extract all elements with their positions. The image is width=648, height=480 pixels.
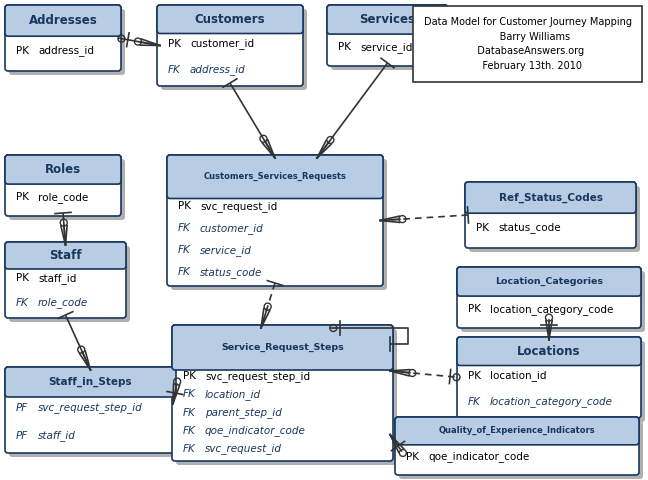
Text: PK: PK [16, 46, 29, 56]
FancyBboxPatch shape [457, 267, 641, 296]
Text: svc_request_id: svc_request_id [200, 201, 277, 212]
FancyBboxPatch shape [395, 417, 639, 445]
FancyBboxPatch shape [157, 5, 303, 34]
FancyBboxPatch shape [327, 5, 448, 34]
Text: Location_Categories: Location_Categories [495, 277, 603, 286]
Text: PK: PK [406, 452, 419, 462]
Text: qoe_indicator_code: qoe_indicator_code [428, 452, 529, 462]
Text: service_id: service_id [200, 245, 252, 256]
Text: Quality_of_Experience_Indicators: Quality_of_Experience_Indicators [439, 426, 596, 435]
Text: svc_request_step_id: svc_request_step_id [38, 403, 143, 413]
FancyBboxPatch shape [167, 155, 383, 286]
Text: FK: FK [183, 389, 196, 399]
FancyBboxPatch shape [465, 182, 636, 248]
FancyBboxPatch shape [9, 246, 130, 322]
FancyBboxPatch shape [176, 329, 397, 465]
FancyBboxPatch shape [171, 159, 387, 290]
FancyBboxPatch shape [399, 421, 643, 479]
Text: PK: PK [338, 42, 351, 52]
Text: parent_step_id: parent_step_id [205, 407, 282, 418]
Text: service_id: service_id [360, 42, 412, 52]
Text: FK: FK [16, 298, 29, 308]
FancyBboxPatch shape [5, 242, 126, 318]
FancyBboxPatch shape [9, 9, 125, 75]
FancyBboxPatch shape [395, 417, 639, 475]
Text: qoe_indicator_code: qoe_indicator_code [205, 425, 306, 436]
FancyBboxPatch shape [465, 182, 636, 213]
Text: role_code: role_code [38, 192, 88, 203]
FancyBboxPatch shape [172, 325, 393, 461]
Text: FK: FK [183, 426, 196, 436]
FancyBboxPatch shape [9, 159, 125, 220]
Text: FK: FK [168, 65, 181, 75]
FancyBboxPatch shape [5, 242, 126, 269]
Text: location_category_code: location_category_code [490, 303, 614, 314]
FancyBboxPatch shape [413, 6, 642, 82]
Text: staff_id: staff_id [38, 431, 76, 442]
Text: Staff_in_Steps: Staff_in_Steps [49, 377, 132, 387]
Text: Roles: Roles [45, 163, 81, 176]
FancyBboxPatch shape [9, 371, 180, 457]
Text: FK: FK [178, 223, 191, 233]
Text: Locations: Locations [517, 345, 581, 358]
Text: address_id: address_id [190, 64, 246, 75]
Text: Customers_Services_Requests: Customers_Services_Requests [203, 172, 347, 181]
Text: role_code: role_code [38, 297, 88, 308]
Text: customer_id: customer_id [200, 223, 264, 234]
FancyBboxPatch shape [5, 367, 176, 397]
FancyBboxPatch shape [327, 5, 448, 66]
FancyBboxPatch shape [457, 267, 641, 328]
Text: Customers: Customers [194, 13, 265, 26]
Text: FK: FK [183, 444, 196, 454]
Text: svc_request_step_id: svc_request_step_id [205, 371, 310, 382]
Text: PK: PK [468, 304, 481, 314]
Text: status_code: status_code [498, 222, 561, 233]
FancyBboxPatch shape [457, 337, 641, 418]
FancyBboxPatch shape [5, 5, 121, 36]
Text: status_code: status_code [200, 266, 262, 277]
Text: Service_Request_Steps: Service_Request_Steps [221, 343, 344, 352]
FancyBboxPatch shape [5, 155, 121, 184]
Text: Ref_Status_Codes: Ref_Status_Codes [498, 192, 603, 203]
FancyBboxPatch shape [5, 5, 121, 71]
Text: PF: PF [16, 431, 29, 441]
FancyBboxPatch shape [161, 9, 307, 90]
Text: staff_id: staff_id [38, 273, 76, 284]
Text: Data Model for Customer Journey Mapping
     Barry Williams
  DatabaseAnswers.or: Data Model for Customer Journey Mapping … [424, 17, 632, 71]
Text: PK: PK [468, 371, 481, 381]
Text: address_id: address_id [38, 45, 94, 56]
FancyBboxPatch shape [5, 367, 176, 453]
FancyBboxPatch shape [457, 337, 641, 365]
Text: PK: PK [16, 192, 29, 202]
Text: PK: PK [178, 202, 191, 211]
Text: FK: FK [178, 267, 191, 277]
Text: location_id: location_id [490, 370, 546, 381]
Text: FK: FK [178, 245, 191, 255]
FancyBboxPatch shape [461, 341, 645, 422]
Text: Addresses: Addresses [29, 14, 97, 27]
Text: FK: FK [183, 408, 196, 418]
Text: PF: PF [16, 403, 29, 413]
FancyBboxPatch shape [461, 271, 645, 332]
FancyBboxPatch shape [172, 325, 393, 370]
FancyBboxPatch shape [469, 186, 640, 252]
FancyBboxPatch shape [157, 5, 303, 86]
Text: svc_request_id: svc_request_id [205, 444, 282, 455]
Text: PK: PK [183, 371, 196, 381]
FancyBboxPatch shape [5, 155, 121, 216]
FancyBboxPatch shape [331, 9, 452, 70]
Text: Services: Services [360, 13, 415, 26]
Text: customer_id: customer_id [190, 38, 254, 49]
Text: location_category_code: location_category_code [490, 396, 613, 408]
FancyBboxPatch shape [167, 155, 383, 199]
Text: FK: FK [468, 397, 481, 407]
Text: PK: PK [16, 273, 29, 283]
Text: location_id: location_id [205, 389, 261, 400]
Text: Staff: Staff [49, 249, 82, 262]
Text: PK: PK [476, 223, 489, 233]
Text: PK: PK [168, 38, 181, 48]
